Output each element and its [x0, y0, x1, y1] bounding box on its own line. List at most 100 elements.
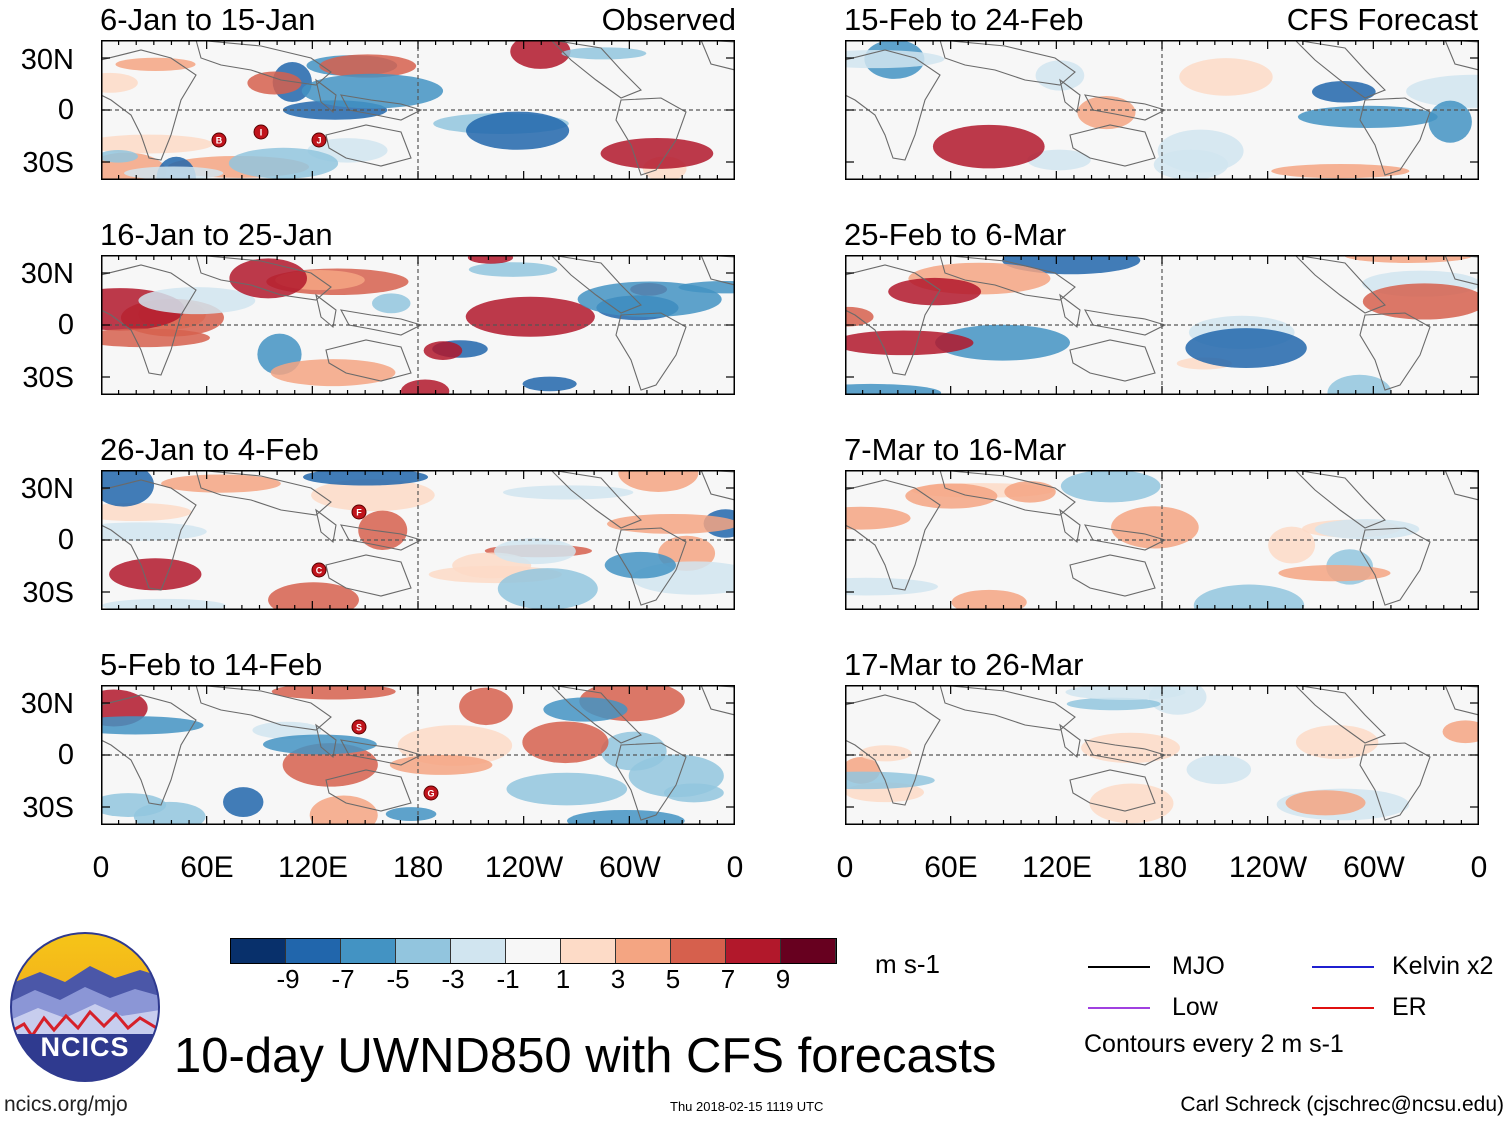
storm-marker: G: [423, 785, 439, 801]
author-credit: Carl Schreck (cjschrec@ncsu.edu): [1180, 1093, 1504, 1116]
lat-label: 0: [57, 94, 74, 126]
wind-anomaly-map: [845, 255, 1479, 395]
lon-label: 60W: [599, 851, 661, 884]
lat-label: 30N: [20, 688, 74, 720]
mjo-legend-label: MJO: [1172, 952, 1225, 980]
colorbar-swatch: [451, 939, 506, 963]
colorbar-swatch: [396, 939, 451, 963]
contour-note: Contours every 2 m s-1: [1084, 1030, 1344, 1058]
svg-text:I: I: [260, 128, 263, 138]
colorbar-swatch: [781, 939, 836, 963]
colorbar-tick: -7: [331, 964, 355, 994]
kelvin-legend-line: [1312, 966, 1374, 968]
panel-title: 5-Feb to 14-Feb: [100, 647, 323, 682]
lon-label: 0: [836, 851, 854, 884]
lon-label: 60E: [180, 851, 234, 884]
lon-label: 60E: [924, 851, 978, 884]
wind-anomaly-map: CF: [101, 470, 735, 610]
lat-label: 0: [57, 739, 74, 771]
lat-label: 30S: [22, 792, 74, 824]
colorbar-swatch: [506, 939, 561, 963]
wind-anomaly-map: [845, 40, 1479, 180]
panel-title: 15-Feb to 24-Feb: [844, 2, 1084, 37]
forecast-label: CFS Forecast: [1286, 2, 1478, 37]
lat-label: 0: [57, 309, 74, 341]
lon-label: 0: [726, 851, 744, 884]
svg-text:J: J: [316, 136, 321, 146]
colorbar: [230, 938, 837, 964]
main-title: 10-day UWND850 with CFS forecasts: [174, 1029, 997, 1083]
lon-label: 180: [392, 851, 444, 884]
map-panel: [845, 40, 1479, 180]
colorbar-tick: 3: [610, 964, 626, 994]
wind-anomaly-map: SG: [101, 685, 735, 825]
lat-label: 30S: [22, 147, 74, 179]
colorbar-tick: 7: [720, 964, 736, 994]
panel-title: 26-Jan to 4-Feb: [100, 432, 319, 467]
colorbar-swatch: [231, 939, 286, 963]
svg-text:F: F: [356, 508, 362, 518]
svg-text:C: C: [316, 566, 323, 576]
lon-label: 120E: [277, 851, 349, 884]
colorbar-swatch: [616, 939, 671, 963]
lat-label: 0: [57, 524, 74, 556]
er-legend-label: ER: [1392, 993, 1427, 1021]
colorbar-swatch: [341, 939, 396, 963]
logo-text: NCICS: [40, 1032, 130, 1062]
colorbar-tick: 5: [665, 964, 681, 994]
panel-title: 6-Jan to 15-Jan: [100, 2, 316, 37]
colorbar-swatch: [671, 939, 726, 963]
panel-title: 25-Feb to 6-Mar: [844, 217, 1067, 252]
ncics-logo: NCICS: [10, 932, 160, 1082]
storm-marker: F: [351, 504, 367, 520]
low-legend-line: [1088, 1007, 1150, 1009]
colorbar-tick: -9: [276, 964, 300, 994]
colorbar-tick: -1: [496, 964, 520, 994]
lon-label: 0: [1470, 851, 1488, 884]
colorbar-unit: m s-1: [875, 949, 940, 979]
colorbar-swatch: [561, 939, 616, 963]
lat-label: 30N: [20, 473, 74, 505]
lat-label: 30N: [20, 44, 74, 76]
er-legend-line: [1312, 1007, 1374, 1009]
panel-title: 17-Mar to 26-Mar: [844, 647, 1084, 682]
map-panel: [845, 685, 1479, 825]
svg-text:B: B: [216, 136, 223, 146]
lon-label: 120W: [1228, 851, 1308, 884]
lon-label: 60W: [1343, 851, 1405, 884]
lat-label: 30S: [22, 362, 74, 394]
wind-anomaly-map: [101, 255, 735, 395]
low-legend-label: Low: [1172, 993, 1218, 1021]
storm-marker: I: [253, 124, 269, 140]
mjo-legend-line: [1088, 966, 1150, 968]
storm-marker: J: [311, 132, 327, 148]
lat-label: 30N: [20, 258, 74, 290]
timestamp: Thu 2018-02-15 1119 UTC: [670, 1099, 824, 1114]
website-link[interactable]: ncics.org/mjo: [4, 1093, 128, 1116]
storm-marker: C: [311, 562, 327, 578]
lon-label: 120E: [1021, 851, 1093, 884]
lon-label: 120W: [484, 851, 564, 884]
colorbar-tick: 9: [775, 964, 791, 994]
map-panel: [101, 255, 735, 395]
lat-label: 30S: [22, 577, 74, 609]
colorbar-tick: -5: [386, 964, 410, 994]
kelvin-legend-label: Kelvin x2: [1392, 952, 1494, 980]
svg-text:G: G: [427, 789, 434, 799]
observed-label: Observed: [601, 2, 736, 37]
lon-label: 0: [92, 851, 110, 884]
colorbar-swatch: [286, 939, 341, 963]
panel-title: 7-Mar to 16-Mar: [844, 432, 1067, 467]
wind-anomaly-map: [845, 470, 1479, 610]
panel-title: 16-Jan to 25-Jan: [100, 217, 333, 252]
colorbar-swatch: [726, 939, 781, 963]
wind-anomaly-map: [845, 685, 1479, 825]
svg-text:S: S: [356, 723, 362, 733]
storm-marker: B: [211, 132, 227, 148]
lon-label: 180: [1136, 851, 1188, 884]
storm-marker: S: [351, 719, 367, 735]
map-panel: [845, 255, 1479, 395]
